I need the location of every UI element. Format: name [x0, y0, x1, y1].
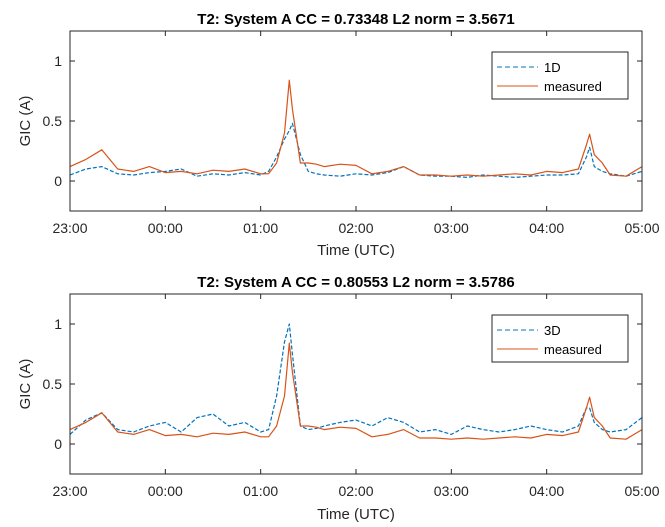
y-tick-label: 0.5 — [43, 376, 63, 392]
legend-label-1d: 1D — [544, 60, 561, 75]
chart-title-2: T2: System A CC = 0.80553 L2 norm = 3.57… — [197, 274, 514, 291]
y-tick-label: 0 — [54, 173, 62, 189]
series-line-1d — [69, 122, 643, 178]
legend-1: 1D measured — [491, 51, 629, 100]
x-tick-label: 04:00 — [529, 483, 564, 499]
chart-panel-2: T2: System A CC = 0.80553 L2 norm = 3.57… — [17, 274, 643, 523]
x-tick-label: 00:00 — [148, 483, 183, 499]
y-axis-label-2: GIC (A) — [17, 359, 34, 410]
x-tick-label: 05:00 — [624, 220, 659, 236]
y-tick-label: 1 — [54, 53, 62, 69]
x-tick-label: 23:00 — [52, 220, 87, 236]
x-tick-label: 03:00 — [434, 220, 469, 236]
x-tick-label: 01:00 — [243, 483, 278, 499]
axes-frame-1 — [69, 30, 643, 212]
y-tick-label: 0 — [54, 436, 62, 452]
plot-content-1 — [69, 31, 643, 211]
legend-label-measured-2: measured — [544, 342, 602, 357]
x-axis-label-2: Time (UTC) — [317, 506, 395, 523]
x-tick-label: 04:00 — [529, 220, 564, 236]
series-line-measured — [69, 342, 643, 440]
x-tick-label: 05:00 — [624, 483, 659, 499]
chart-title-1: T2: System A CC = 0.73348 L2 norm = 3.56… — [197, 11, 514, 28]
x-tick-label: 02:00 — [338, 220, 373, 236]
legend-label-3d: 3D — [544, 323, 561, 338]
legend-2: 3D measured — [491, 314, 629, 363]
y-tick-label: 0.5 — [43, 113, 63, 129]
x-tick-label: 23:00 — [52, 483, 87, 499]
y-tick-label: 1 — [54, 316, 62, 332]
series-line-3d — [69, 323, 643, 435]
y-axis-label-1: GIC (A) — [17, 96, 34, 147]
x-tick-label: 01:00 — [243, 220, 278, 236]
chart-panel-1: T2: System A CC = 0.73348 L2 norm = 3.56… — [17, 11, 643, 259]
series-line-measured — [69, 79, 643, 177]
legend-label-measured-1: measured — [544, 79, 602, 94]
x-tick-label: 03:00 — [434, 483, 469, 499]
axes-frame-2 — [69, 293, 643, 475]
x-axis-label-1: Time (UTC) — [317, 242, 395, 259]
legend-box-1 — [491, 51, 629, 100]
x-tick-label: 02:00 — [338, 483, 373, 499]
x-tick-label: 00:00 — [148, 220, 183, 236]
legend-box-2 — [491, 314, 629, 363]
